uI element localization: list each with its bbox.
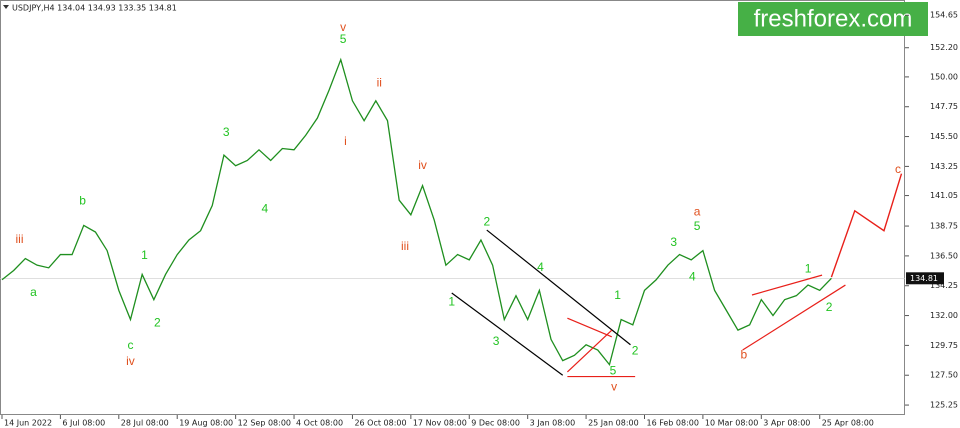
wave-label: 4: [537, 260, 544, 274]
wave-label: c: [127, 338, 133, 352]
y-tick-label: 129.75: [930, 341, 958, 350]
wave-label: a: [30, 285, 37, 299]
y-tick-label: 152.20: [930, 43, 958, 52]
wave-label: 1: [805, 261, 812, 275]
wave-label: c: [895, 162, 901, 176]
x-tick-label: 3 Apr 08:00: [763, 419, 810, 428]
x-tick-label: 12 Sep 08:00: [238, 419, 291, 428]
y-tick-label: 145.50: [930, 132, 958, 141]
wave-label: 2: [826, 300, 833, 314]
wave-label: b: [79, 194, 86, 208]
header-arrow: [3, 5, 9, 9]
y-tick-label: 132.00: [930, 311, 958, 320]
wave-label: 5: [340, 32, 347, 46]
x-tick-label: 26 Oct 08:00: [354, 419, 406, 428]
y-tick-label: 143.25: [930, 162, 958, 171]
wave-label: 5: [610, 363, 617, 377]
price-line: [1, 57, 832, 367]
y-tick-label: 127.50: [930, 371, 958, 380]
trend-line: [566, 329, 613, 373]
trend-line: [451, 292, 564, 376]
wave-label: iii: [16, 232, 24, 246]
x-tick-label: 10 Mar 08:00: [705, 419, 758, 428]
logo-box: [738, 2, 928, 36]
wave-label: a: [694, 204, 701, 218]
wave-label: 1: [141, 248, 148, 262]
x-tick-label: 17 Nov 08:00: [413, 419, 467, 428]
price-box-label: 134.81: [910, 274, 938, 283]
y-tick-label: 134.25: [930, 281, 958, 290]
y-tick-label: 138.75: [930, 222, 958, 231]
x-tick-label: 14 Jun 2022: [4, 419, 52, 428]
wave-label: 1: [614, 288, 621, 302]
y-tick-label: 136.50: [930, 251, 958, 260]
wave-label: 3: [493, 334, 500, 348]
y-tick-label: 147.75: [930, 102, 958, 111]
wave-label: 2: [154, 316, 161, 330]
x-tick-label: 25 Apr 08:00: [822, 419, 874, 428]
forecast-line: [830, 173, 903, 278]
y-tick-label: 150.00: [930, 72, 958, 81]
x-tick-label: 9 Dec 08:00: [471, 419, 520, 428]
wave-label: 5: [694, 219, 701, 233]
wave-label: ii: [377, 76, 382, 90]
x-tick-label: 4 Oct 08:00: [296, 419, 343, 428]
wave-label: 4: [261, 202, 268, 216]
wave-label: iii: [401, 239, 409, 253]
wave-label: 3: [223, 125, 230, 139]
y-tick-label: 125.25: [930, 401, 958, 410]
plot-frame: [0, 0, 905, 415]
trend-line: [567, 317, 613, 338]
wave-label: 3: [670, 235, 677, 249]
wave-label: b: [740, 348, 747, 362]
x-tick-label: 6 Jul 08:00: [62, 419, 105, 428]
x-tick-label: 19 Aug 08:00: [179, 419, 233, 428]
x-tick-label: 16 Feb 08:00: [646, 419, 698, 428]
wave-label: 2: [483, 214, 490, 228]
watermark: freshforex.com: [754, 5, 913, 32]
x-tick-label: 3 Jan 08:00: [530, 419, 576, 428]
x-tick-label: 28 Jul 08:00: [121, 419, 169, 428]
y-tick-label: 154.65: [930, 11, 958, 20]
wave-label: iv: [418, 158, 427, 172]
wave-label: 4: [689, 269, 696, 283]
wave-label: 1: [448, 294, 455, 308]
trend-line: [742, 284, 846, 351]
x-tick-label: 25 Jan 08:00: [588, 419, 639, 428]
wave-label: v: [340, 20, 346, 34]
wave-label: v: [611, 379, 617, 393]
wave-label: iv: [126, 354, 135, 368]
trend-line: [486, 229, 631, 346]
trend-line: [751, 274, 823, 296]
wave-label: 2: [632, 344, 639, 358]
price-box: [906, 272, 944, 285]
header: USDJPY,H4 134.04 134.93 133.35 134.81: [12, 4, 177, 13]
wave-label: i: [344, 134, 347, 148]
y-tick-label: 141.05: [930, 191, 958, 200]
